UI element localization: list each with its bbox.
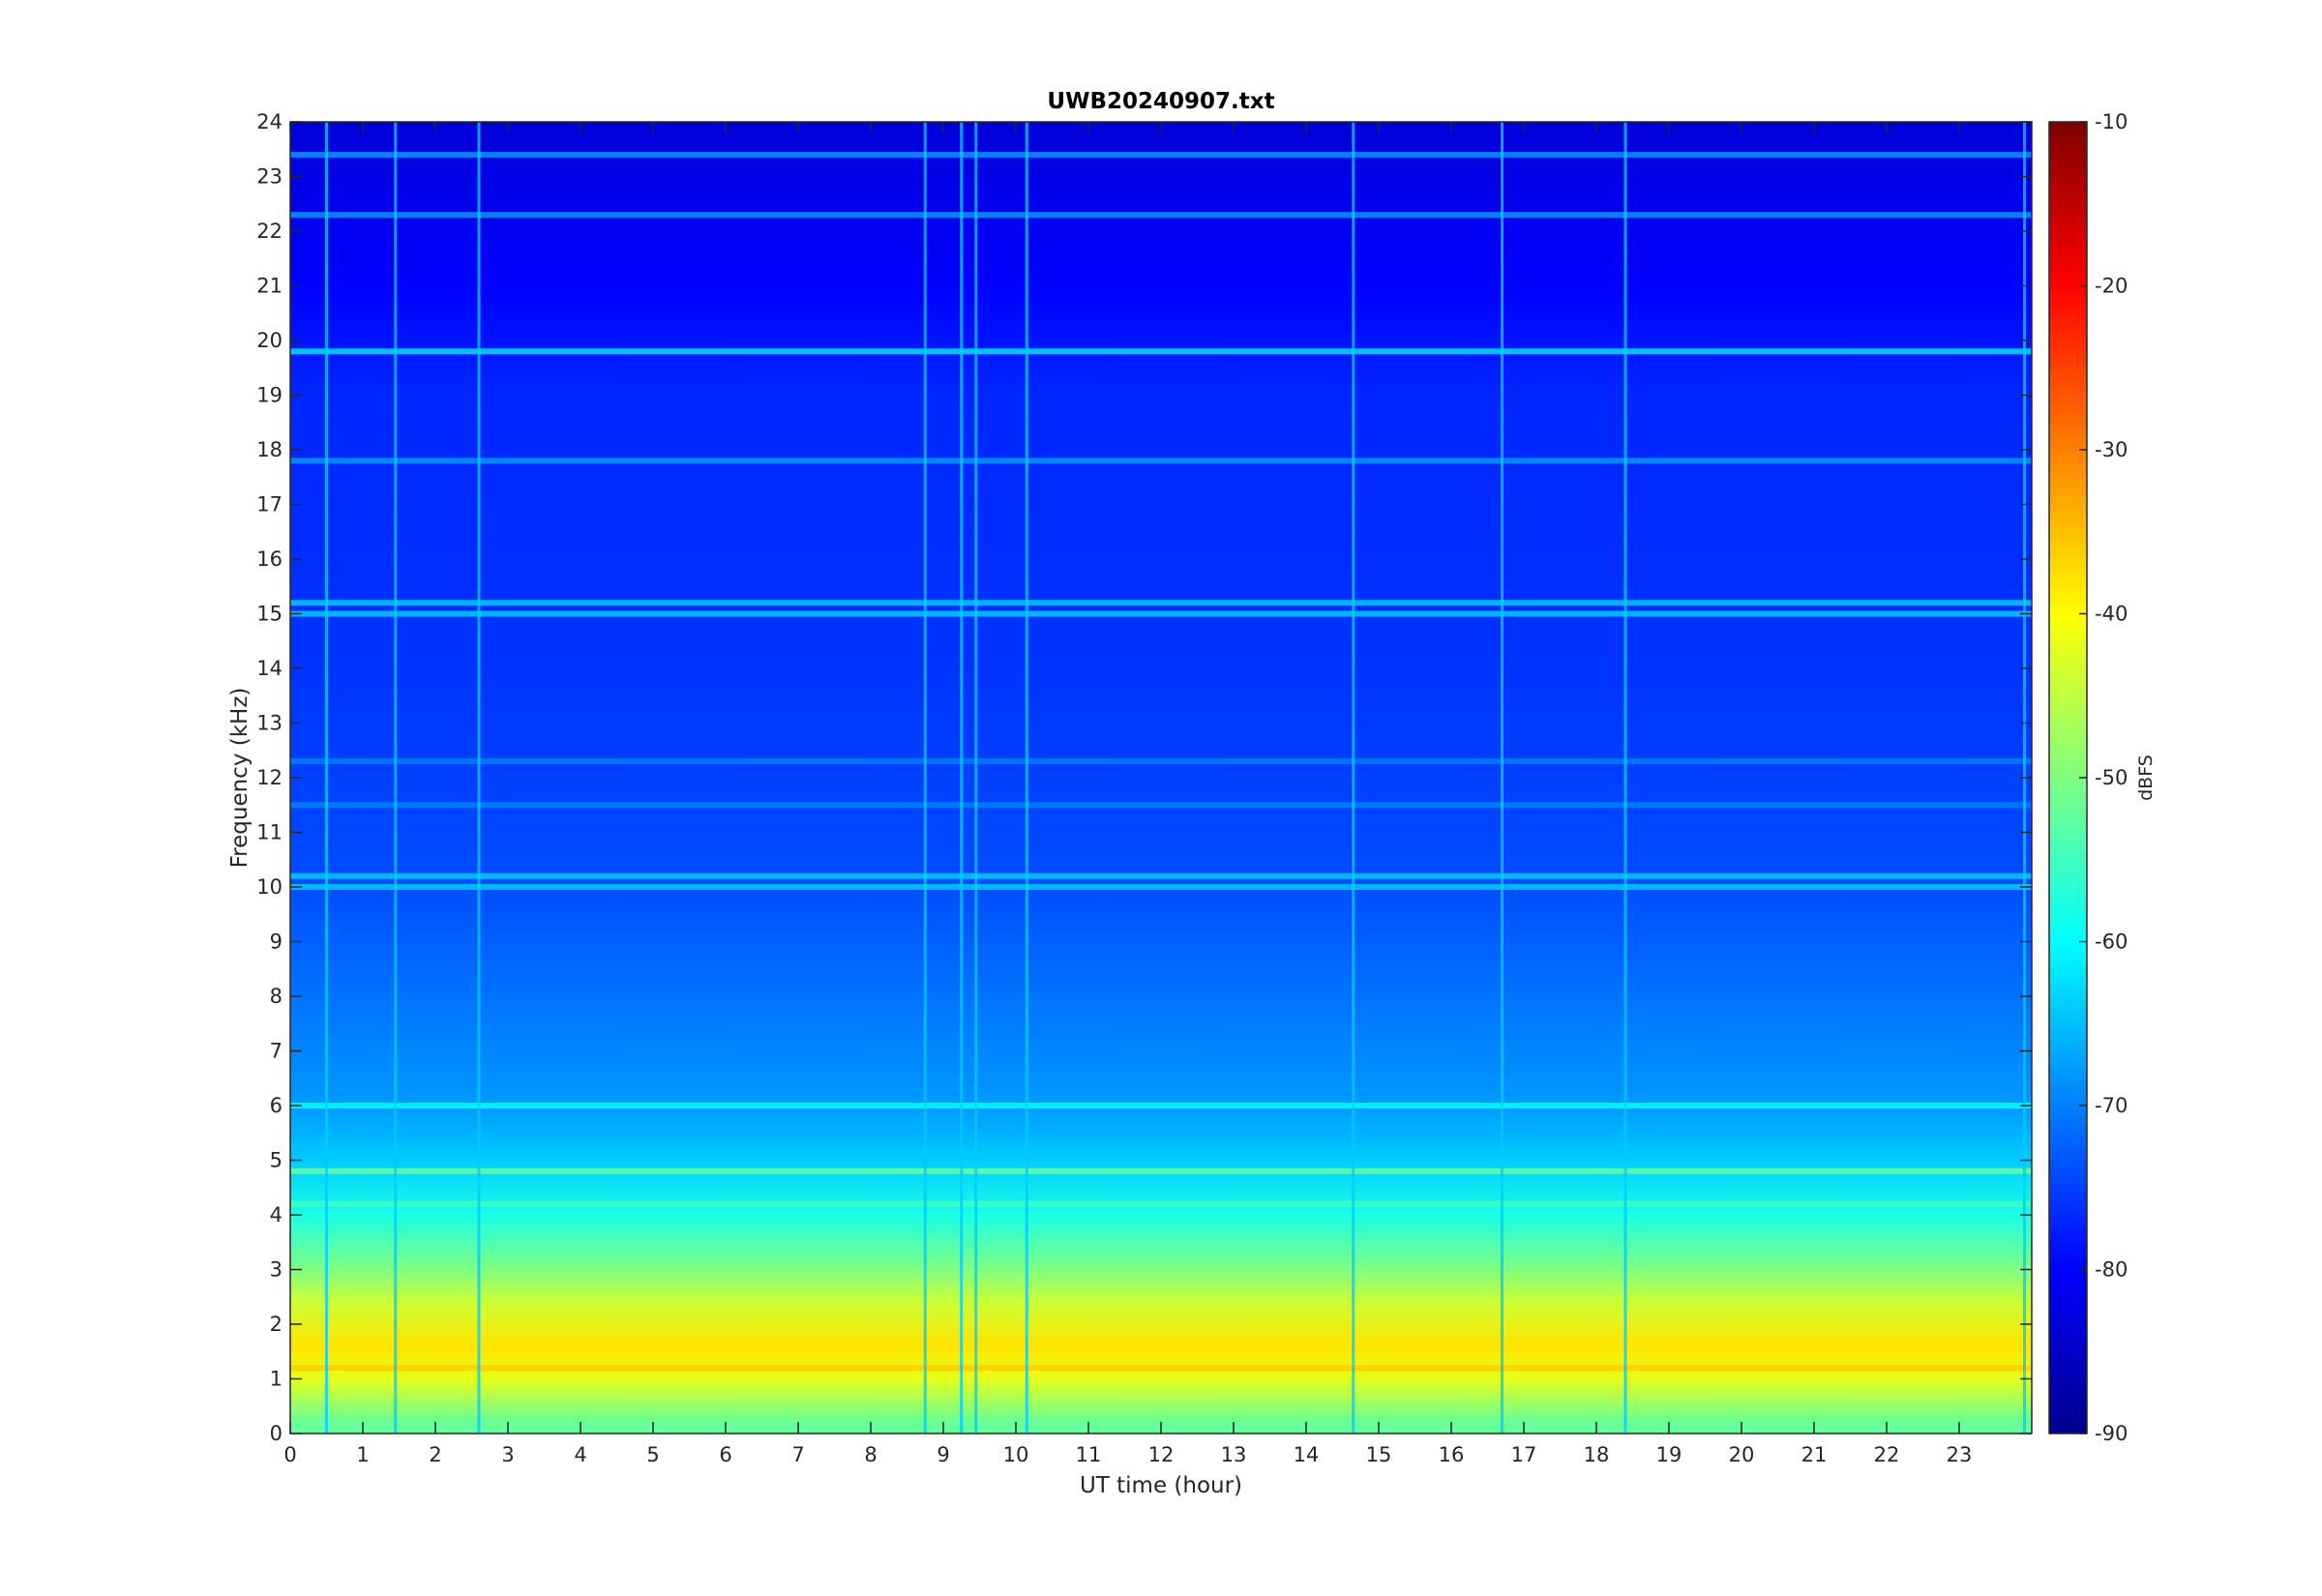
spectrogram-plot-area xyxy=(290,122,2032,1433)
tone-line xyxy=(290,872,2032,879)
colorbar-tick-label: -50 xyxy=(2095,766,2128,789)
impulse-line xyxy=(477,122,481,1433)
x-tick-label: 21 xyxy=(1801,1443,1828,1466)
y-tick-label: 23 xyxy=(256,165,283,189)
y-tick-label: 2 xyxy=(270,1313,283,1336)
colorbar-tick-label: -20 xyxy=(2095,275,2128,298)
x-tick-label: 13 xyxy=(1221,1443,1247,1466)
x-tick-label: 23 xyxy=(1947,1443,1973,1466)
tone-line xyxy=(290,151,2032,158)
x-tick-label: 17 xyxy=(1511,1443,1537,1466)
x-tick-label: 18 xyxy=(1584,1443,1610,1466)
colorbar-tick-label: -70 xyxy=(2095,1094,2128,1117)
x-tick-label: 2 xyxy=(429,1443,441,1466)
colorbar-tick-label: -80 xyxy=(2095,1258,2128,1282)
tone-line xyxy=(290,212,2032,219)
y-axis-label: Frequency (kHz) xyxy=(227,688,253,869)
tone-line xyxy=(290,1167,2032,1174)
y-tick-label: 22 xyxy=(256,220,283,243)
impulse-line xyxy=(1623,122,1627,1433)
x-tick-label: 22 xyxy=(1874,1443,1900,1466)
y-tick-label: 7 xyxy=(270,1040,283,1063)
y-tick-label: 16 xyxy=(256,547,283,571)
x-tick-label: 9 xyxy=(937,1443,949,1466)
y-tick-label: 0 xyxy=(270,1422,283,1445)
y-tick-label: 11 xyxy=(256,821,283,844)
chart-title: UWB20240907.txt xyxy=(1047,89,1274,114)
tone-line xyxy=(290,1200,2032,1207)
tone-line xyxy=(290,802,2032,809)
spectrogram-background xyxy=(290,122,2032,1433)
y-tick-label: 21 xyxy=(256,275,283,298)
x-tick-label: 20 xyxy=(1729,1443,1755,1466)
impulse-line xyxy=(394,122,398,1433)
y-tick-label: 17 xyxy=(256,493,283,517)
x-tick-label: 12 xyxy=(1148,1443,1175,1466)
tone-line xyxy=(290,610,2032,617)
x-tick-label: 15 xyxy=(1366,1443,1392,1466)
x-tick-label: 7 xyxy=(791,1443,804,1466)
impulse-line xyxy=(1352,122,1355,1433)
x-tick-label: 0 xyxy=(283,1443,296,1466)
y-tick-label: 10 xyxy=(256,875,283,899)
x-tick-label: 8 xyxy=(864,1443,877,1466)
tone-line xyxy=(290,458,2032,464)
tone-line xyxy=(290,1365,2032,1372)
y-tick-label: 3 xyxy=(270,1258,283,1282)
y-tick-label: 8 xyxy=(270,985,283,1008)
colorbar-tick-label: -40 xyxy=(2095,603,2128,626)
tone-line xyxy=(290,600,2032,606)
colorbar-tick-label: -30 xyxy=(2095,438,2128,461)
y-tick-label: 20 xyxy=(256,329,283,352)
y-tick-label: 1 xyxy=(270,1368,283,1391)
y-tick-label: 14 xyxy=(256,657,283,680)
impulse-line xyxy=(974,122,978,1433)
x-tick-label: 16 xyxy=(1439,1443,1465,1466)
tone-line xyxy=(290,1103,2032,1108)
x-axis-label: UT time (hour) xyxy=(1080,1473,1242,1498)
x-tick-label: 5 xyxy=(646,1443,659,1466)
colorbar-tick-label: -60 xyxy=(2095,931,2128,954)
x-tick-label: 10 xyxy=(1003,1443,1029,1466)
colorbar-tick-label: -90 xyxy=(2095,1422,2128,1445)
y-tick-label: 9 xyxy=(270,931,283,954)
colorbar-label: dBFS xyxy=(2135,754,2157,801)
impulse-line xyxy=(960,122,964,1433)
x-tick-label: 4 xyxy=(574,1443,586,1466)
x-tick-label: 19 xyxy=(1656,1443,1682,1466)
x-tick-label: 14 xyxy=(1294,1443,1320,1466)
y-tick-label: 15 xyxy=(256,603,283,626)
colorbar-tick-label: -10 xyxy=(2095,110,2128,133)
impulse-line xyxy=(325,122,328,1433)
x-tick-label: 6 xyxy=(719,1443,731,1466)
impulse-line xyxy=(1501,122,1503,1433)
colorbar-ticks: -10 -20 -30 -40 -50 -60 -70 -80 -90 xyxy=(2079,110,2128,1445)
y-tick-label: 19 xyxy=(256,384,283,407)
y-tick-label: 24 xyxy=(256,110,283,133)
impulse-line xyxy=(923,122,927,1433)
x-tick-label: 3 xyxy=(501,1443,514,1466)
x-tick-label: 1 xyxy=(356,1443,369,1466)
tone-line xyxy=(290,884,2032,890)
tone-line xyxy=(290,758,2032,765)
y-tick-label: 12 xyxy=(256,766,283,789)
impulse-line xyxy=(1025,122,1028,1433)
y-tick-label: 13 xyxy=(256,712,283,735)
y-tick-label: 5 xyxy=(270,1149,283,1172)
x-tick-label: 11 xyxy=(1076,1443,1102,1466)
y-tick-label: 6 xyxy=(270,1094,283,1117)
y-tick-label: 18 xyxy=(256,438,283,461)
y-tick-label: 4 xyxy=(270,1203,283,1227)
tone-line xyxy=(290,348,2032,355)
x-axis-ticks: 0 1 2 3 4 5 6 7 8 9 10 11 12 13 14 15 16 17 18 19 20 21 22 23 xyxy=(283,122,1972,1466)
